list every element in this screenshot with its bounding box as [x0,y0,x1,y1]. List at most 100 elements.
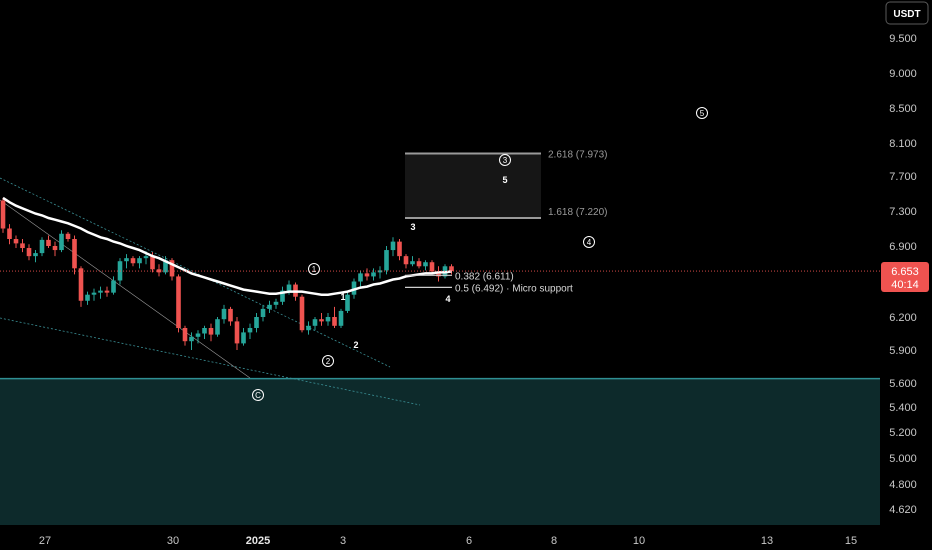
countdown: 40:14 [891,279,919,291]
wave-circle-3 [499,154,511,166]
candle-body [267,304,272,309]
last-price-tag[interactable] [881,262,929,293]
candle-body [39,239,45,254]
candle-body [306,325,311,331]
wave-label-1: 1 [340,292,345,302]
fib-label-1618: 1.618 (7.220) [548,207,608,218]
x-tick-label: 27 [39,535,51,547]
candle-body [312,319,318,326]
candle-body [111,280,116,293]
channel-lower-line[interactable] [0,317,421,406]
unit-label: USDT [893,9,920,20]
candle-body [7,228,12,239]
candle-body [124,258,129,262]
x-tick-label: 8 [551,535,557,547]
candle-body [325,317,331,322]
candle-body [72,239,77,269]
x-tick-label: 15 [845,535,857,547]
candle-body [130,258,136,264]
wave-circle-2 [322,355,334,367]
fib-extension-box[interactable]: 2.618 (7.973) 1.618 (7.220) [405,149,608,219]
trendlines [0,177,421,406]
candle-body [390,241,396,251]
y-tick-label: 6.200 [889,312,917,324]
wave-label-4: 4 [445,294,450,304]
candle-body [384,250,389,271]
candle-body [449,266,454,272]
support-zone-fill [0,378,880,525]
candle-body [410,261,415,265]
candle-body [377,270,383,273]
candle-body [195,333,201,337]
candle-body [13,239,19,244]
candle-body [397,241,402,257]
candle-body [208,328,214,335]
candle-body [137,258,142,264]
candle-body [104,290,110,293]
unit-badge[interactable] [885,1,929,25]
x-tick-label: 2025 [246,535,270,547]
wave-circle-4 [583,236,595,248]
candle-body [98,290,103,293]
x-tick-label: 6 [466,535,472,547]
wave-circle-1 [308,263,320,275]
candle-body [215,319,220,335]
candle-body [0,200,6,229]
y-tick-label: 5.600 [889,378,917,390]
fib-label-2618: 2.618 (7.973) [548,149,608,160]
candle-body [241,332,246,344]
candle-body [260,308,266,317]
candle-body [20,243,25,249]
ema-line[interactable] [2,196,452,296]
wave-circle-label: 5 [700,109,705,118]
wave-label-2: 2 [353,340,358,350]
wave-label-3: 3 [410,222,415,232]
candle-body [65,233,71,239]
wave-circle-label: 3 [503,156,508,165]
y-tick-label: 7.700 [889,171,917,183]
candle-body [286,284,292,291]
fib-label-0382: 0.382 (6.611) [455,271,514,282]
candle-body [202,328,207,334]
wave-circle-label: 4 [587,238,592,247]
candle-body [280,290,285,302]
fib-label-05: 0.5 (6.492) · Micro support [455,283,573,294]
candle-body [338,310,344,326]
y-tick-label: 8.500 [889,103,917,115]
x-tick-label: 30 [167,535,179,547]
support-zone [0,377,880,525]
candle-body [163,260,168,273]
candle-body [59,233,64,251]
y-tick-label: 4.620 [889,504,917,516]
candle-body [358,273,363,282]
candle-body [52,246,58,251]
candle-body [234,321,240,344]
channel-upper-line[interactable] [0,177,391,368]
price-axis[interactable]: USDT 9.500 9.000 8.500 8.100 7.700 7.300 6.900 6… [881,1,929,516]
candle-body [416,261,422,267]
y-tick-label: 6.900 [889,241,917,253]
candle-body [176,276,181,328]
candle-body [429,262,435,272]
y-tick-label: 7.300 [889,206,917,218]
moving-average [2,196,452,296]
candle-body [319,319,324,322]
candle-body [26,248,32,257]
fib-target-box[interactable] [405,153,541,218]
wave-circle-label: 2 [326,357,331,366]
candle-body [189,336,194,342]
y-tick-label: 4.800 [889,479,917,491]
y-tick-label: 9.000 [889,68,917,80]
candle-body [221,308,227,320]
wave-circle-c [252,389,264,401]
wave-circle-label: C [255,391,261,400]
candle-body [46,239,51,246]
candle-body [228,308,233,322]
candle-body [403,256,409,265]
wave-diagonal-line[interactable] [0,199,251,379]
candle-body [364,273,370,277]
time-axis[interactable]: 27 30 2025 3 6 8 10 13 15 [39,535,857,547]
candle-body [436,271,441,277]
candle-body [247,328,253,333]
